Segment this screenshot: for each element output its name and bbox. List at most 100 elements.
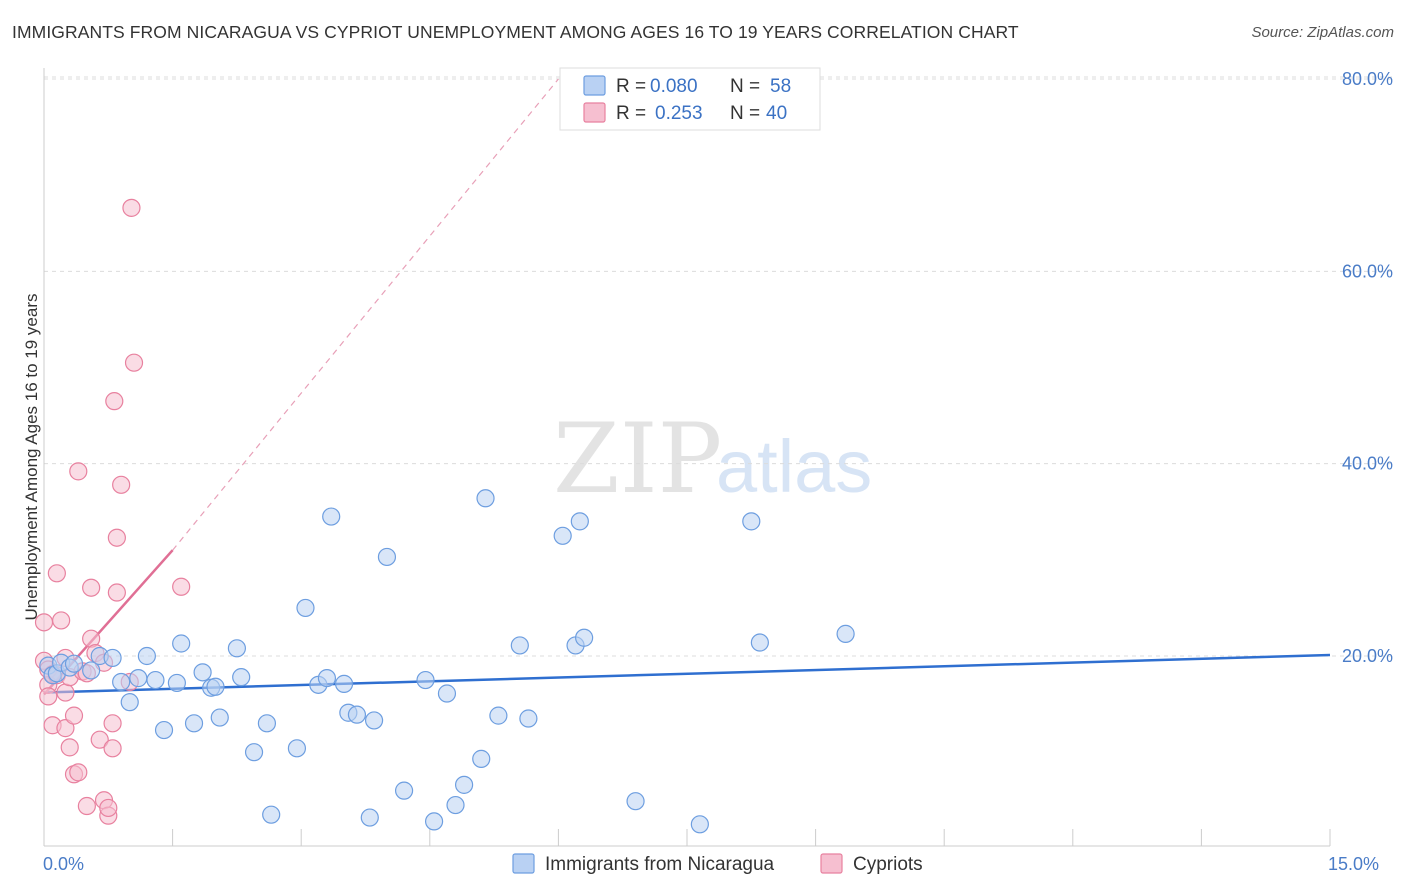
nicaragua-point	[137, 646, 156, 666]
chart-title: IMMIGRANTS FROM NICARAGUA VS CYPRIOT UNE…	[12, 22, 1019, 42]
bottom-legend-label-nicaragua: Immigrants from Nicaragua	[545, 854, 775, 875]
watermark-zip: ZIP	[553, 403, 722, 515]
nicaragua-point	[154, 720, 174, 740]
nicaragua-point	[424, 812, 444, 831]
cypriots-point	[172, 577, 191, 596]
nicaragua-point	[262, 805, 281, 824]
nicaragua-point	[244, 743, 264, 762]
trend-lines	[43, 78, 1331, 696]
legend-r-label-2: R =	[616, 103, 646, 124]
y-tick-label-60: 60.0%	[1342, 261, 1393, 281]
nicaragua-point	[750, 633, 769, 652]
nicaragua-point	[146, 670, 165, 690]
bottom-legend-swatch-blue	[512, 853, 535, 874]
nicaragua-point	[570, 512, 589, 531]
y-axis-title: Unemployment Among Ages 16 to 19 years	[22, 294, 41, 621]
nicaragua-point	[510, 636, 529, 655]
gridlines	[44, 76, 1392, 657]
cypriots-point	[90, 730, 109, 749]
y-tick-labels: 20.0% 40.0% 60.0% 80.0%	[1342, 69, 1393, 666]
nicaragua-point	[287, 739, 307, 758]
nicaragua-point	[472, 749, 491, 768]
nicaragua-point	[129, 669, 148, 688]
legend-n-label-2: N =	[730, 103, 760, 124]
nicaragua-point	[489, 706, 508, 725]
nicaragua-point	[193, 663, 212, 682]
nicaragua-point	[553, 526, 572, 545]
nicaragua-point	[377, 547, 397, 567]
nicaragua-point	[64, 654, 84, 673]
y-tick-label-40: 40.0%	[1342, 454, 1393, 474]
nicaragua-point	[836, 624, 855, 643]
y-tick-label-80: 80.0%	[1342, 69, 1393, 89]
cypriots-point	[107, 528, 126, 547]
nicaragua-point	[103, 648, 122, 668]
nicaragua-point	[454, 775, 474, 794]
nicaragua-point	[360, 808, 379, 827]
legend-n-label-1: N =	[730, 76, 760, 97]
cypriots-point	[69, 462, 88, 481]
watermark-atlas: atlas	[716, 425, 872, 508]
trend-line-cypriots-dashed	[172, 78, 559, 551]
nicaragua-point	[257, 714, 277, 733]
series-legend: Immigrants from Nicaragua Cypriots	[512, 853, 923, 875]
nicaragua-point	[416, 670, 435, 690]
legend-n-value-1: 58	[770, 76, 791, 97]
legend-n-value-2: 40	[766, 103, 787, 124]
legend-swatch-blue	[583, 75, 606, 96]
cypriots-point	[56, 719, 75, 738]
x-tick-label-max: 15.0%	[1328, 854, 1379, 874]
source-attribution: Source: ZipAtlas.com	[1251, 24, 1394, 41]
cypriots-point	[82, 578, 101, 597]
y-tick-label-20: 20.0%	[1342, 646, 1393, 666]
cypriots-point	[107, 583, 126, 602]
cypriots-point	[34, 613, 54, 632]
cypriots-point	[69, 763, 88, 782]
cypriots-point	[103, 714, 122, 733]
nicaragua-point	[317, 669, 337, 688]
cypriots-point	[52, 611, 71, 630]
legend-r-value-2: 0.253	[655, 103, 703, 124]
nicaragua-point	[690, 815, 709, 834]
nicaragua-point	[296, 598, 315, 618]
x-ticks	[172, 829, 1331, 846]
nicaragua-point	[519, 709, 538, 728]
correlation-legend: R = 0.080 N = 58 R = 0.253 N = 40	[559, 67, 821, 131]
nicaragua-point	[394, 781, 414, 800]
trend-line-nicaragua	[43, 653, 1331, 694]
legend-r-label-1: R =	[616, 76, 646, 97]
nicaragua-point	[184, 714, 204, 733]
cypriots-point	[64, 706, 84, 725]
cypriots-point	[77, 796, 96, 816]
cypriots-point	[56, 683, 75, 702]
nicaragua-point	[437, 684, 457, 703]
cypriots-point	[47, 564, 66, 583]
nicaragua-point	[476, 489, 495, 508]
nicaragua-point	[575, 628, 594, 647]
cypriots-point	[39, 687, 58, 706]
nicaragua-point	[172, 634, 191, 653]
nicaragua-point	[232, 668, 251, 687]
legend-swatch-pink	[583, 102, 606, 123]
nicaragua-point	[334, 674, 354, 693]
cypriots-point	[105, 392, 124, 411]
nicaragua-point	[446, 795, 465, 815]
nicaragua-point	[364, 711, 384, 730]
nicaragua-point	[82, 661, 101, 680]
cypriots-point	[60, 738, 79, 757]
cypriots-point	[99, 798, 118, 818]
nicaragua-point	[112, 672, 131, 692]
nicaragua-point	[210, 708, 229, 727]
nicaragua-point	[120, 693, 139, 712]
cypriots-point	[124, 353, 144, 372]
cypriots-point	[103, 739, 122, 758]
series-nicaragua-points	[39, 489, 855, 834]
legend-r-value-1: 0.080	[650, 76, 698, 97]
nicaragua-point	[626, 792, 645, 811]
nicaragua-point	[322, 507, 341, 526]
bottom-legend-swatch-pink	[820, 853, 843, 874]
cypriots-point	[122, 198, 141, 217]
nicaragua-point	[206, 677, 225, 696]
nicaragua-point	[742, 512, 761, 531]
